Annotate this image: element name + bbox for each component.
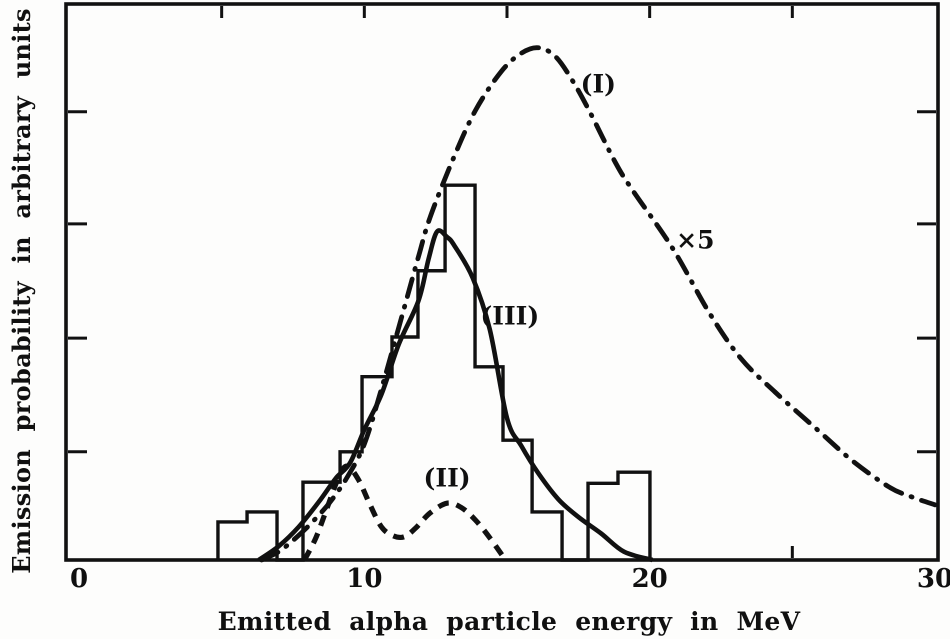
- histogram-outline: [216, 183, 652, 562]
- curve-II: [302, 463, 508, 562]
- x-tick-label-30: 30: [917, 564, 950, 594]
- x-tick-label-20: 20: [632, 564, 668, 594]
- annotation-II: (II): [424, 463, 471, 492]
- plot-layer: 0 10 20 30 (I) ×5 (III) (II): [64, 2, 950, 594]
- x-tick-label-0: 0: [70, 564, 88, 594]
- x-tick-label-10: 10: [346, 564, 382, 594]
- y-axis-title: Emission probability in arbitrary units: [7, 8, 36, 574]
- x-axis-title: Emitted alpha particle energy in MeV: [218, 607, 801, 636]
- annotation-5: ×5: [676, 226, 714, 255]
- plot-frame: [64, 2, 940, 562]
- curve-III: [257, 228, 654, 563]
- annotation-I: (I): [581, 69, 616, 98]
- curve-I: [259, 45, 938, 563]
- annotation-III: (III): [480, 302, 539, 331]
